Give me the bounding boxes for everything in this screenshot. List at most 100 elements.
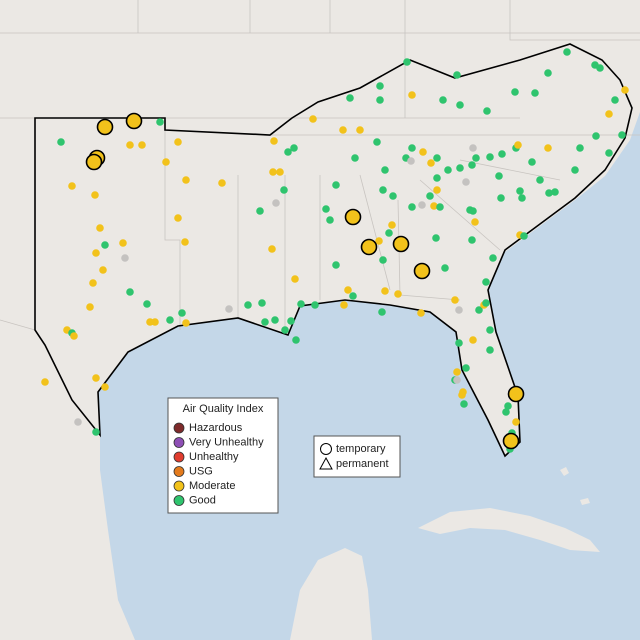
legend-label: Moderate [189, 480, 235, 492]
monitor-permanent [516, 187, 524, 195]
monitor-permanent [471, 218, 479, 226]
monitor-permanent [41, 378, 49, 386]
monitor-permanent [70, 332, 78, 340]
monitor-temporary [413, 262, 431, 280]
monitor-permanent [256, 207, 264, 215]
monitor-permanent [408, 203, 416, 211]
monitor-permanent [332, 261, 340, 269]
monitor-permanent [57, 138, 65, 146]
monitor-permanent [456, 164, 464, 172]
legend-swatch [173, 437, 185, 448]
monitor-permanent [605, 110, 613, 118]
monitor-permanent [456, 101, 464, 109]
monitor-permanent [346, 94, 354, 102]
monitor-permanent [349, 292, 357, 300]
legend-items: Hazardous Very Unhealthy Unhealthy USG Moder… [173, 422, 264, 506]
monitor-permanent [101, 241, 109, 249]
monitor-permanent [436, 203, 444, 211]
monitor-permanent [96, 224, 104, 232]
monitor-permanent [544, 69, 552, 77]
monitor-permanent [482, 299, 490, 307]
shape-legend: temporary permanent [313, 435, 401, 478]
circle-symbol [320, 443, 332, 455]
monitor-permanent [182, 319, 190, 327]
monitor-temporary [85, 153, 103, 171]
monitor-permanent [143, 300, 151, 308]
monitor-permanent [271, 316, 279, 324]
monitor-permanent [291, 275, 299, 283]
monitor-permanent [455, 339, 463, 347]
monitor-permanent [511, 88, 519, 96]
monitor-permanent [417, 309, 425, 317]
monitor-permanent [91, 191, 99, 199]
monitor-permanent [276, 168, 284, 176]
monitor-permanent [475, 306, 483, 314]
monitor-permanent [618, 131, 626, 139]
monitor-permanent [453, 368, 461, 376]
aqi-legend: Air Quality Index Hazardous Very Unhealth… [167, 397, 279, 514]
monitor-permanent [536, 176, 544, 184]
monitor-permanent [89, 279, 97, 287]
monitor-permanent [419, 148, 427, 156]
monitor-permanent [407, 157, 415, 165]
monitor-temporary [392, 235, 410, 253]
legend-box [167, 397, 279, 514]
monitor-permanent [432, 234, 440, 242]
monitor-permanent [376, 82, 384, 90]
monitor-permanent [340, 301, 348, 309]
monitor-permanent [514, 141, 522, 149]
shape-label: temporary [336, 443, 386, 455]
monitor-permanent [182, 176, 190, 184]
monitor-permanent [444, 166, 452, 174]
monitor-permanent [244, 301, 252, 309]
monitor-temporary [96, 118, 114, 136]
monitor-permanent [469, 207, 477, 215]
monitor-permanent [408, 91, 416, 99]
monitor-permanent [495, 172, 503, 180]
monitor-permanent [297, 300, 305, 308]
legend-swatch [173, 480, 185, 492]
legend-label: Unhealthy [189, 451, 239, 463]
monitor-permanent [451, 296, 459, 304]
yucatan [290, 548, 372, 640]
monitor-permanent [119, 239, 127, 247]
monitor-permanent [166, 316, 174, 324]
monitor-permanent [571, 166, 579, 174]
monitor-permanent [433, 186, 441, 194]
monitor-permanent [284, 148, 292, 156]
monitor-permanent [290, 144, 298, 152]
monitor-permanent [544, 144, 552, 152]
monitor-permanent [394, 290, 402, 298]
monitor-permanent [385, 229, 393, 237]
monitor-temporary [360, 238, 378, 256]
monitor-permanent [332, 181, 340, 189]
monitor-permanent [592, 132, 600, 140]
monitor-permanent [99, 266, 107, 274]
monitor-permanent [439, 96, 447, 104]
monitor-permanent [462, 178, 470, 186]
shape-label: permanent [336, 458, 389, 470]
monitor-permanent [162, 158, 170, 166]
monitor-temporary [125, 112, 143, 130]
monitor-permanent [156, 118, 164, 126]
monitor-permanent [453, 376, 461, 384]
monitor-permanent [339, 126, 347, 134]
monitor-permanent [373, 138, 381, 146]
monitor-permanent [430, 202, 438, 210]
monitor-permanent [545, 189, 553, 197]
monitor-permanent [68, 182, 76, 190]
monitor-permanent [292, 336, 300, 344]
monitor-permanent [605, 149, 613, 157]
monitor-permanent [181, 238, 189, 246]
monitor-permanent [268, 245, 276, 253]
shape-legend-box [313, 435, 401, 478]
monitor-permanent [126, 141, 134, 149]
monitor-permanent [563, 48, 571, 56]
monitor-permanent [326, 216, 334, 224]
triangle-symbol [319, 456, 333, 470]
monitor-permanent [270, 137, 278, 145]
monitor-permanent [389, 192, 397, 200]
monitor-temporary [502, 432, 520, 450]
monitor-permanent [121, 254, 129, 262]
monitor-permanent [531, 89, 539, 97]
